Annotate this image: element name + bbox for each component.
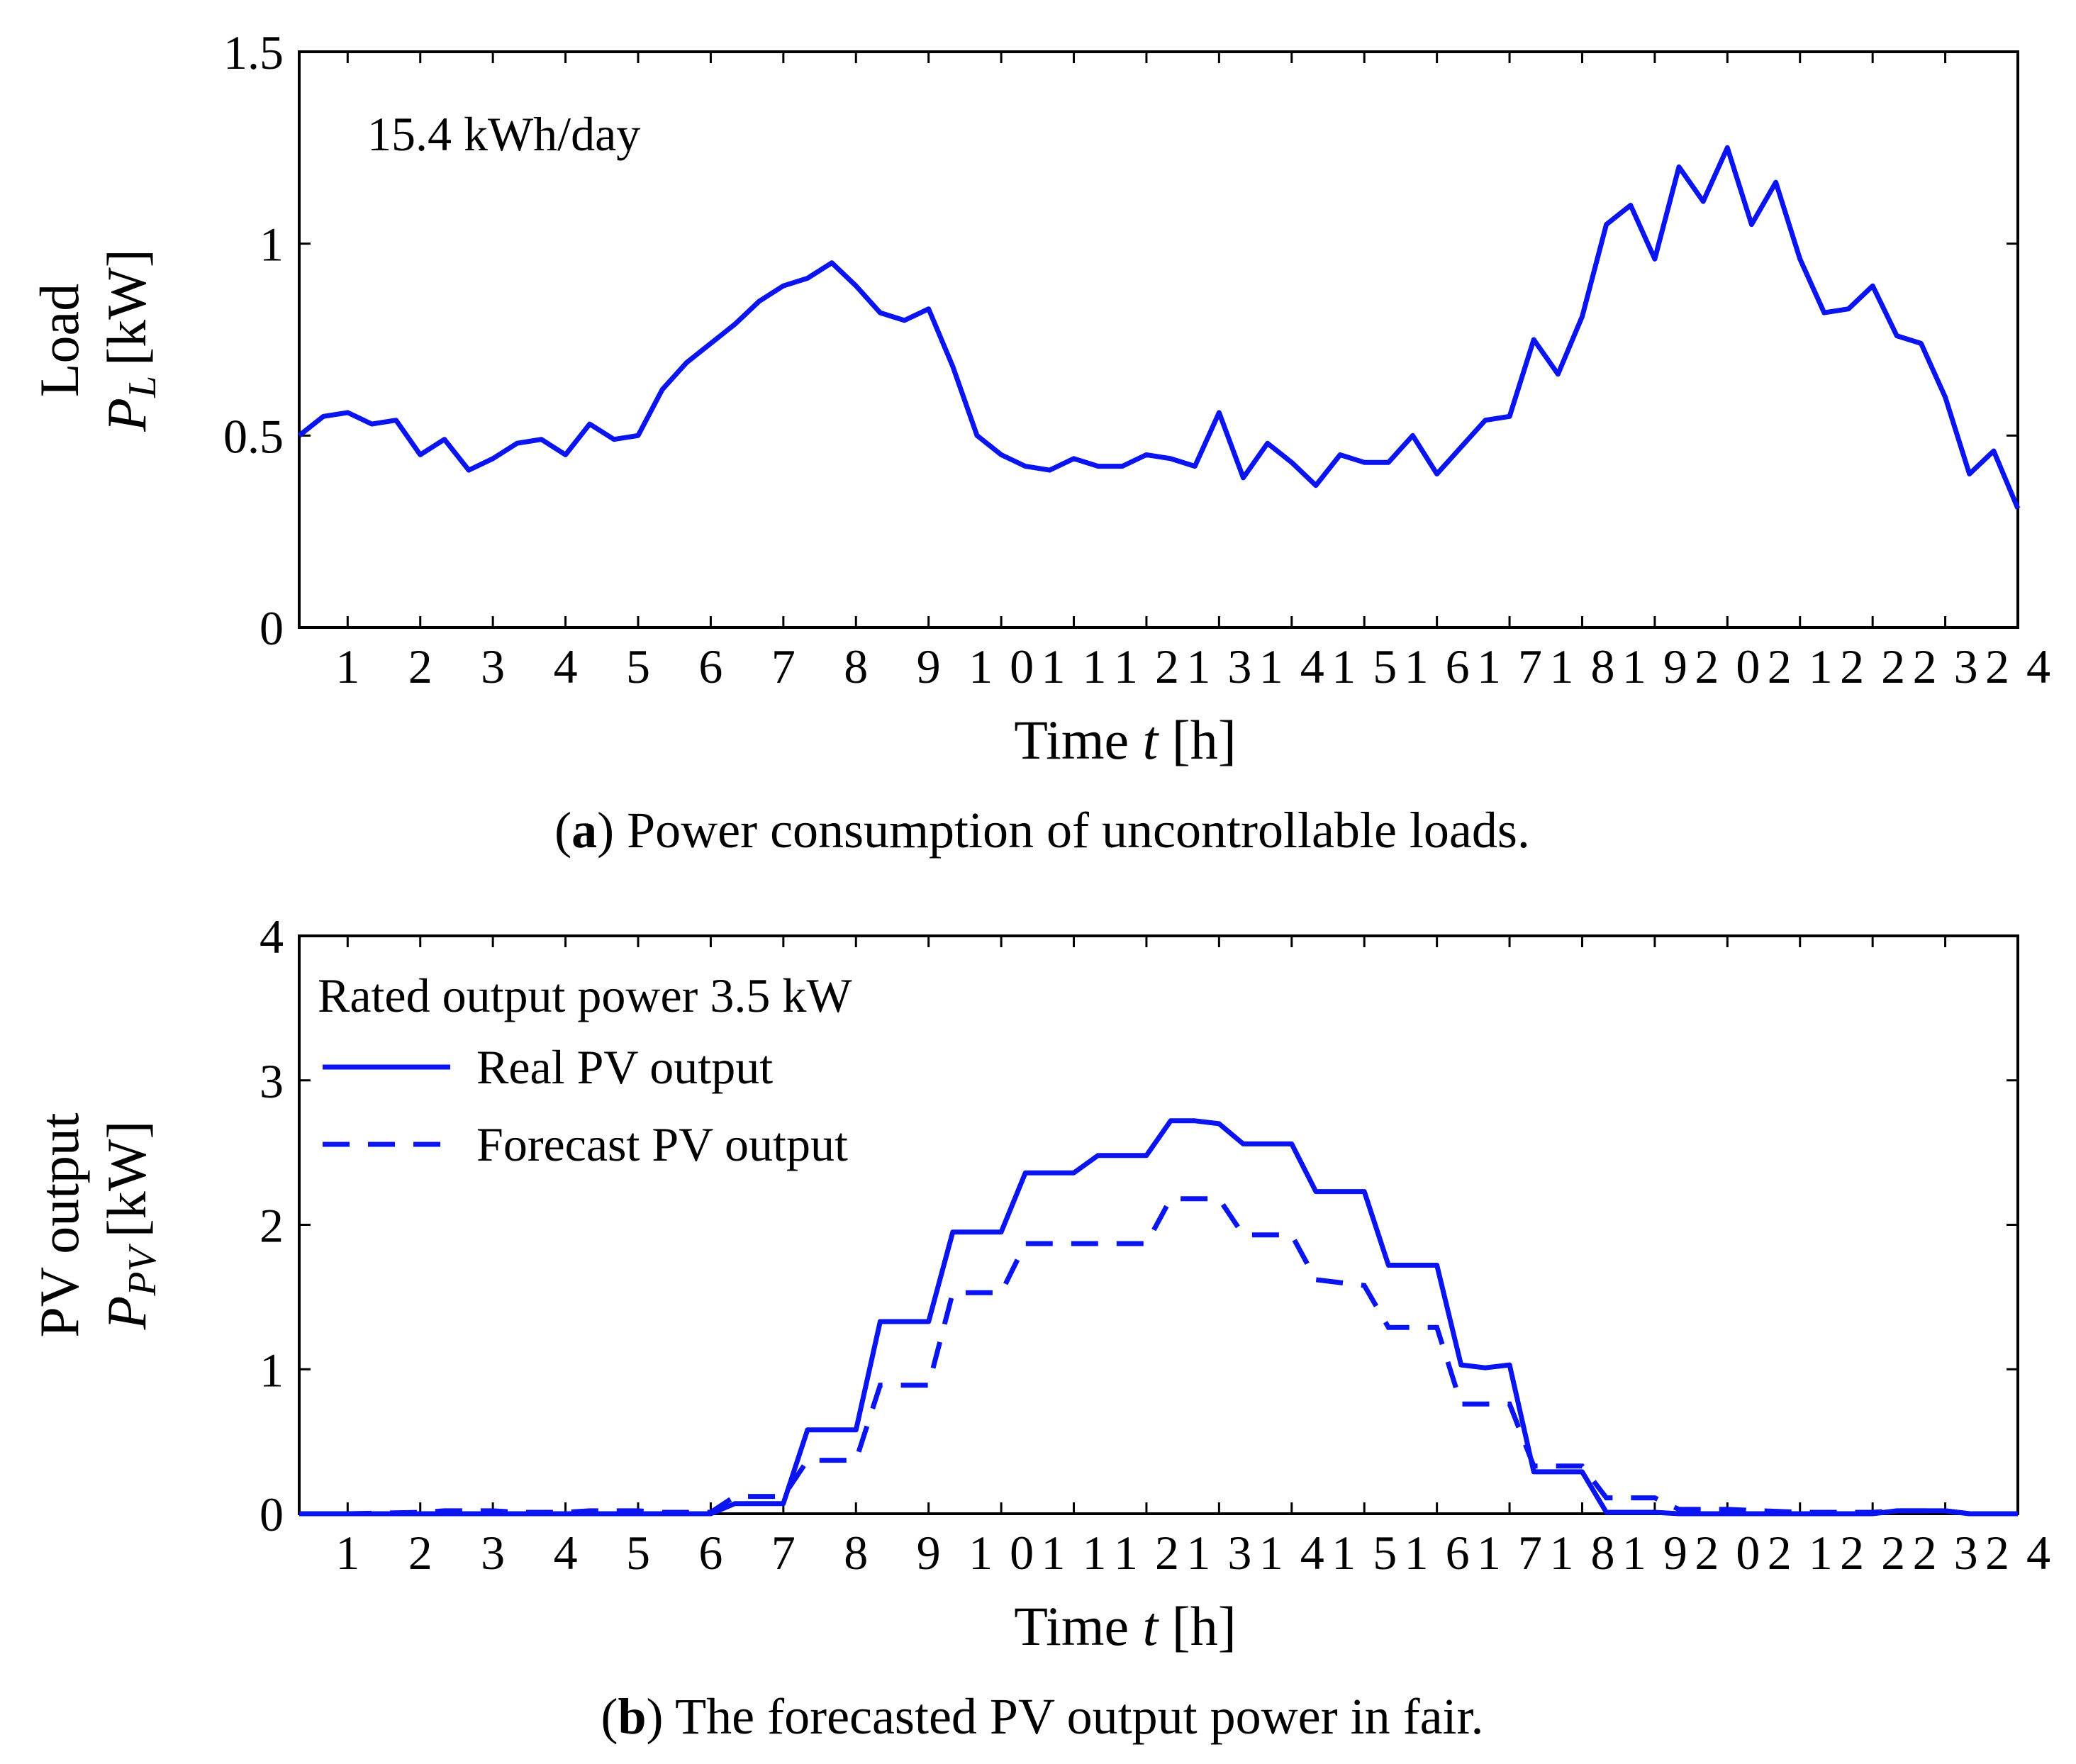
x-tick-label: 15 xyxy=(1332,1526,1397,1580)
svg-text:PPV[kW]: PPV[kW] xyxy=(96,1121,164,1331)
x-tick-label: 20 xyxy=(1695,1526,1760,1580)
y-axis-label-b: PV output PPV[kW] xyxy=(28,1112,164,1337)
x-tick-label: 8 xyxy=(844,640,868,693)
x-tick-label: 23 xyxy=(1913,640,1978,693)
x-tick-label: 1 xyxy=(335,640,359,693)
x-tick-label: 2 xyxy=(408,640,432,693)
y-ticks-b: 0 1 2 3 4 xyxy=(260,910,2018,1541)
x-tick-label: 10 xyxy=(969,640,1034,693)
x-tick-label: 16 xyxy=(1405,1526,1470,1580)
x-tick-label: 1 xyxy=(335,1526,359,1580)
x-tick-label: 11 xyxy=(1042,1526,1107,1580)
x-tick-label: 22 xyxy=(1840,640,1905,693)
x-tick-label: 22 xyxy=(1840,1526,1905,1580)
x-tick-label: 16 xyxy=(1405,640,1470,693)
svg-text:Load: Load xyxy=(28,284,90,397)
x-tick-label: 9 xyxy=(917,1526,941,1580)
panel-a: 1 2 3 4 5 6 7 8 9 10 11 12 13 14 15 16 17 18 19 20 21 22 23 24 … xyxy=(28,26,2050,859)
x-tick-label: 10 xyxy=(969,1526,1034,1580)
x-tick-label: 9 xyxy=(917,640,941,693)
x-tick-label: 24 xyxy=(1985,1526,2050,1580)
y-tick-label: 4 xyxy=(260,910,284,964)
y-tick-label: 0 xyxy=(260,1487,284,1541)
x-tick-label: 3 xyxy=(481,640,505,693)
svg-text:PV output: PV output xyxy=(28,1112,90,1337)
x-tick-label: 7 xyxy=(771,1526,796,1580)
x-tick-label: 4 xyxy=(554,640,578,693)
y-axis-label-a: Load PL[kW] xyxy=(28,249,164,432)
x-tick-label: 23 xyxy=(1913,1526,1978,1580)
x-tick-label: 11 xyxy=(1042,640,1107,693)
x-tick-label: 17 xyxy=(1477,1526,1542,1580)
y-tick-label: 2 xyxy=(260,1199,284,1253)
x-axis-label-a: Time t [h] xyxy=(1014,709,1237,771)
x-tick-label: 7 xyxy=(771,640,796,693)
legend: Real PV output Forecast PV output xyxy=(323,1040,848,1171)
x-tick-label: 15 xyxy=(1332,640,1397,693)
x-tick-label: 18 xyxy=(1549,1526,1614,1580)
x-tick-label: 13 xyxy=(1186,1526,1251,1580)
x-tick-label: 6 xyxy=(698,1526,722,1580)
x-tick-label: 4 xyxy=(554,1526,578,1580)
x-tick-label: 5 xyxy=(626,640,650,693)
x-ticks-b: 1 2 3 4 5 6 7 8 9 10 11 12 13 14 15 16 17 18 19 20 21 22 23 24 xyxy=(335,936,2050,1580)
real-pv-line xyxy=(299,1118,2018,1517)
x-tick-label: 19 xyxy=(1622,640,1687,693)
forecast-pv-line xyxy=(299,1196,2018,1517)
x-tick-label: 24 xyxy=(1985,640,2050,693)
plot-frame-a xyxy=(298,50,2019,629)
x-tick-label: 19 xyxy=(1622,1526,1687,1580)
y-tick-label: 1.5 xyxy=(223,26,284,79)
caption-a: (a) Power consumption of uncontrollable … xyxy=(554,802,1530,859)
x-tick-label: 2 xyxy=(408,1526,432,1580)
y-tick-label: 3 xyxy=(260,1054,284,1108)
x-tick-label: 6 xyxy=(698,640,722,693)
annotation-b: Rated output power 3.5 kW xyxy=(318,968,852,1022)
legend-label-forecast: Forecast PV output xyxy=(476,1117,848,1171)
y-tick-label: 1 xyxy=(260,1343,284,1397)
x-tick-label: 5 xyxy=(626,1526,650,1580)
y-ticks-a: 0 0.5 1 1.5 xyxy=(223,26,2018,655)
x-tick-label: 8 xyxy=(844,1526,868,1580)
svg-text:PL[kW]: PL[kW] xyxy=(96,249,164,432)
x-tick-label: 17 xyxy=(1477,640,1542,693)
x-tick-label: 12 xyxy=(1114,1526,1179,1580)
x-axis-label-b: Time t [h] xyxy=(1014,1595,1237,1657)
x-tick-label: 14 xyxy=(1259,1526,1324,1580)
legend-label-real: Real PV output xyxy=(476,1040,773,1094)
annotation-a: 15.4 kWh/day xyxy=(367,107,640,161)
caption-b: (b) The forecasted PV output power in fa… xyxy=(601,1688,1483,1745)
x-tick-label: 3 xyxy=(481,1526,505,1580)
y-tick-label: 0 xyxy=(260,601,284,655)
panel-b: 1 2 3 4 5 6 7 8 9 10 11 12 13 14 15 16 17 18 19 20 21 22 23 24 … xyxy=(28,910,2050,1745)
x-tick-label: 13 xyxy=(1186,640,1251,693)
x-tick-label: 12 xyxy=(1114,640,1179,693)
x-tick-label: 21 xyxy=(1768,640,1833,693)
x-tick-label: 21 xyxy=(1768,1526,1833,1580)
y-tick-label: 0.5 xyxy=(223,409,284,463)
y-tick-label: 1 xyxy=(260,218,284,272)
load-line xyxy=(297,145,2021,510)
x-tick-label: 20 xyxy=(1695,640,1760,693)
x-tick-label: 14 xyxy=(1259,640,1324,693)
x-tick-label: 18 xyxy=(1549,640,1614,693)
